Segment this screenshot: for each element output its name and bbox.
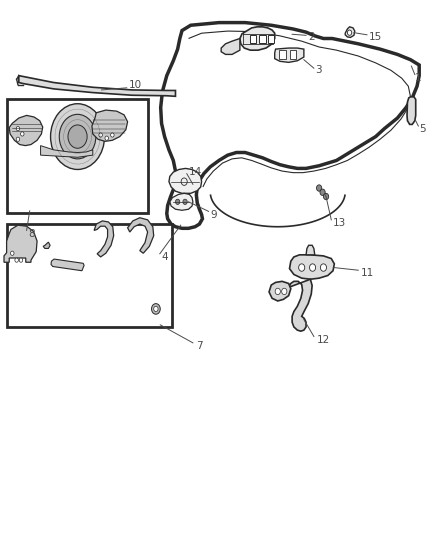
Circle shape: [321, 264, 326, 271]
Polygon shape: [275, 48, 304, 62]
Polygon shape: [94, 221, 114, 257]
Circle shape: [59, 114, 96, 159]
Polygon shape: [240, 27, 275, 50]
Circle shape: [299, 264, 305, 271]
Bar: [268, 35, 274, 43]
Bar: [250, 35, 256, 43]
Circle shape: [310, 264, 316, 271]
Polygon shape: [4, 225, 37, 262]
Text: 12: 12: [317, 335, 330, 345]
Circle shape: [183, 199, 187, 205]
FancyBboxPatch shape: [7, 100, 148, 214]
Polygon shape: [269, 281, 291, 301]
Text: 1: 1: [415, 73, 421, 83]
Circle shape: [105, 136, 109, 140]
Polygon shape: [9, 115, 43, 146]
Circle shape: [99, 133, 102, 137]
Polygon shape: [41, 146, 93, 157]
Circle shape: [15, 258, 18, 262]
Text: 13: 13: [333, 218, 346, 228]
Polygon shape: [290, 255, 334, 279]
Text: 3: 3: [315, 66, 321, 75]
Text: 2: 2: [308, 33, 315, 43]
Text: 11: 11: [360, 268, 374, 278]
Circle shape: [111, 133, 114, 137]
Text: 7: 7: [196, 341, 202, 351]
Text: 4: 4: [162, 252, 168, 262]
Text: 15: 15: [369, 33, 382, 43]
Circle shape: [347, 30, 352, 35]
Polygon shape: [169, 168, 201, 193]
Text: 14: 14: [188, 167, 202, 177]
Polygon shape: [127, 217, 154, 253]
Polygon shape: [51, 259, 84, 271]
Polygon shape: [288, 279, 312, 331]
Circle shape: [152, 304, 160, 314]
Circle shape: [154, 306, 158, 312]
Bar: [279, 50, 286, 59]
Polygon shape: [19, 76, 176, 96]
Polygon shape: [345, 27, 355, 37]
Circle shape: [282, 288, 287, 295]
Circle shape: [21, 132, 24, 136]
Circle shape: [16, 137, 20, 141]
Polygon shape: [407, 97, 416, 124]
Bar: [259, 35, 265, 43]
Circle shape: [19, 258, 23, 262]
Polygon shape: [43, 242, 50, 248]
Text: 10: 10: [128, 80, 141, 90]
Polygon shape: [221, 38, 240, 54]
FancyBboxPatch shape: [7, 224, 172, 327]
Text: 8: 8: [28, 229, 35, 239]
Polygon shape: [306, 245, 315, 255]
Polygon shape: [92, 110, 127, 141]
Text: 9: 9: [210, 209, 217, 220]
Circle shape: [16, 126, 20, 131]
Circle shape: [317, 185, 322, 191]
Polygon shape: [170, 193, 193, 211]
Circle shape: [176, 199, 180, 205]
Circle shape: [320, 189, 325, 196]
Text: 5: 5: [419, 124, 426, 134]
Bar: [290, 50, 297, 59]
Circle shape: [68, 125, 87, 148]
Circle shape: [323, 193, 328, 200]
Circle shape: [50, 104, 105, 169]
Circle shape: [275, 288, 280, 295]
Circle shape: [11, 251, 14, 255]
